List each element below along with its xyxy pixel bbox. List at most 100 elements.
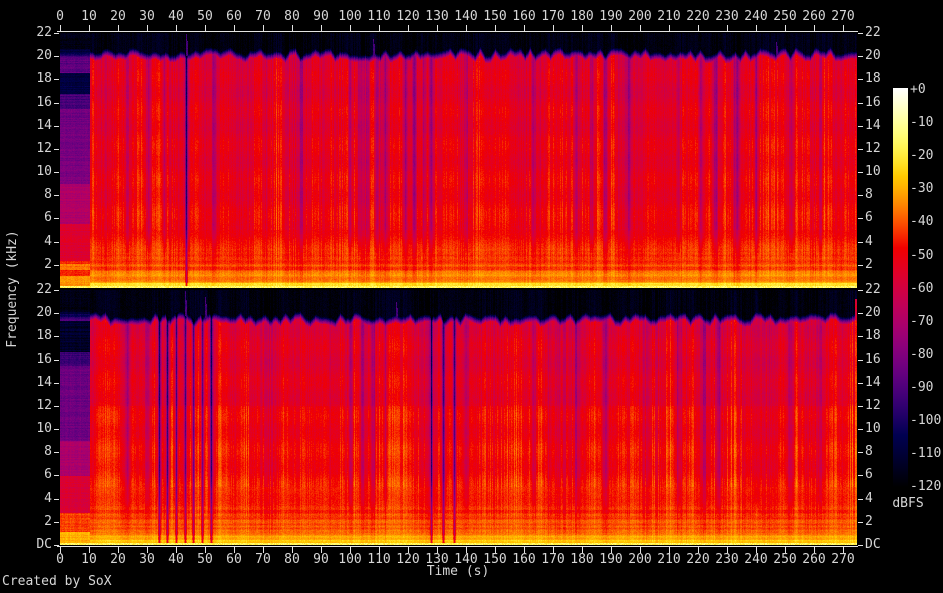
freq-tick-left: [54, 336, 59, 338]
freq-tick-left: [54, 521, 59, 523]
time-tick-label-bottom: 30: [139, 552, 155, 567]
freq-tick-left: [54, 33, 59, 34]
time-tick-label-bottom: 200: [628, 552, 652, 567]
time-tick-top: [437, 25, 438, 31]
db-tick-label: -100: [910, 413, 942, 428]
time-tick-label-top: 60: [226, 9, 242, 24]
freq-tick-label-right: 10: [865, 164, 881, 180]
time-tick-label-bottom: 210: [657, 552, 681, 567]
freq-tick-left: [54, 498, 59, 500]
time-tick-top: [756, 25, 757, 31]
time-tick-label-top: 110: [367, 9, 391, 24]
time-tick-top: [814, 25, 815, 31]
freq-tick-label-right: 12: [865, 397, 881, 413]
time-tick-label-bottom: 240: [744, 552, 768, 567]
freq-tick-right: [858, 148, 863, 150]
time-tick-bottom: [843, 547, 844, 553]
freq-tick-right: [858, 475, 863, 477]
db-tick-label: +0: [910, 82, 926, 97]
credit-text: Created by SoX: [2, 574, 112, 589]
time-tick-label-top: 150: [483, 9, 507, 24]
time-tick-label-top: 200: [628, 9, 652, 24]
colorbar-gradient: [893, 88, 908, 488]
time-tick-top: [727, 25, 728, 31]
time-tick-top: [553, 25, 554, 31]
freq-tick-label-right: 6: [865, 467, 873, 483]
freq-tick-label-left: 16: [36, 351, 52, 367]
freq-tick-label-right: DC: [865, 537, 881, 552]
freq-tick-label-left: 8: [44, 444, 52, 460]
freq-tick-left: [54, 102, 59, 104]
db-tick-label: -80: [910, 346, 934, 362]
time-tick-bottom: [466, 547, 467, 553]
time-tick-top: [118, 25, 119, 31]
time-tick-label-bottom: 180: [570, 552, 594, 567]
freq-tick-label-right: 6: [865, 210, 873, 226]
time-tick-label-top: 10: [81, 9, 97, 24]
freq-tick-right: [858, 313, 863, 315]
freq-tick-label-left: 14: [36, 117, 52, 133]
time-tick-top: [292, 25, 293, 31]
time-tick-bottom: [147, 547, 148, 553]
time-tick-label-bottom: 170: [541, 552, 565, 567]
time-tick-bottom: [611, 547, 612, 553]
time-tick-top: [205, 25, 206, 31]
freq-tick-right: [858, 102, 863, 104]
time-tick-label-bottom: 60: [226, 552, 242, 567]
time-tick-label-top: 260: [802, 9, 826, 24]
db-tick-label: -70: [910, 313, 934, 329]
freq-tick-left: [54, 125, 59, 127]
time-tick-top: [611, 25, 612, 31]
freq-tick-label-left: 20: [36, 48, 52, 64]
freq-tick-label-right: 22: [865, 282, 881, 297]
time-tick-bottom: [292, 547, 293, 553]
freq-tick-left: [54, 452, 59, 454]
time-tick-label-bottom: 50: [197, 552, 213, 567]
time-tick-bottom: [176, 547, 177, 553]
time-tick-label-top: 220: [686, 9, 710, 24]
freq-tick-label-left: 14: [36, 374, 52, 390]
time-tick-top: [379, 25, 380, 31]
bottom-axis-line: [57, 546, 858, 547]
freq-tick-right: [858, 218, 863, 220]
freq-tick-label-right: 22: [865, 25, 881, 40]
time-tick-bottom: [263, 547, 264, 553]
time-tick-label-bottom: 100: [338, 552, 362, 567]
time-tick-top: [60, 25, 61, 31]
freq-tick-right: [858, 79, 863, 81]
time-tick-top: [669, 25, 670, 31]
time-tick-label-bottom: 90: [313, 552, 329, 567]
freq-tick-label-left: 20: [36, 305, 52, 321]
freq-tick-right: [858, 241, 863, 243]
freq-tick-right: [858, 195, 863, 197]
freq-tick-left: [54, 475, 59, 477]
top-axis-line: [57, 31, 858, 32]
time-tick-label-top: 40: [168, 9, 184, 24]
time-tick-label-top: 50: [197, 9, 213, 24]
time-tick-top: [582, 25, 583, 31]
time-tick-label-bottom: 230: [715, 552, 739, 567]
time-tick-bottom: [118, 547, 119, 553]
freq-tick-label-right: 14: [865, 374, 881, 390]
time-tick-bottom: [814, 547, 815, 553]
time-tick-label-bottom: 160: [512, 552, 536, 567]
freq-tick-left: [54, 429, 59, 431]
time-tick-bottom: [321, 547, 322, 553]
time-tick-label-top: 170: [541, 9, 565, 24]
time-tick-label-top: 140: [454, 9, 478, 24]
freq-tick-right: [858, 33, 863, 34]
time-tick-bottom: [785, 547, 786, 553]
freq-tick-right: [858, 452, 863, 454]
freq-tick-right: [858, 264, 863, 266]
freq-tick-right: [858, 336, 863, 338]
freq-tick-label-right: 18: [865, 71, 881, 87]
time-tick-label-top: 0: [56, 9, 64, 24]
time-tick-top: [89, 25, 90, 31]
time-tick-label-top: 160: [512, 9, 536, 24]
freq-tick-right: [858, 172, 863, 174]
freq-tick-label-left: 22: [36, 282, 52, 297]
time-tick-top: [263, 25, 264, 31]
freq-tick-left: [54, 56, 59, 58]
freq-tick-right: [858, 56, 863, 58]
time-tick-bottom: [379, 547, 380, 553]
